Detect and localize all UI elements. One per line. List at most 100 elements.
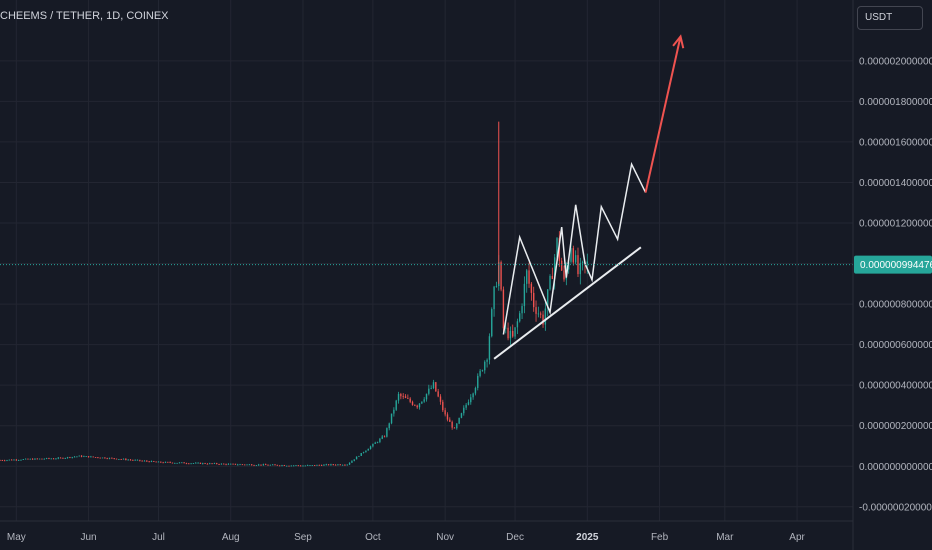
candle-body <box>174 462 176 464</box>
candle-body <box>379 438 381 443</box>
candle-body <box>502 289 505 329</box>
candle-body <box>560 260 563 271</box>
candle-body <box>148 461 150 463</box>
candle-body <box>332 464 334 466</box>
candle-body <box>225 463 227 465</box>
candle-body <box>106 458 108 460</box>
candle-body <box>38 458 41 460</box>
candle-body <box>241 464 244 466</box>
candle-body <box>202 463 204 464</box>
time-axis-label: May <box>7 532 26 543</box>
candle-body <box>17 460 20 461</box>
candle-body <box>59 457 62 459</box>
candle-body <box>197 462 199 464</box>
candle-body <box>171 462 174 464</box>
candle-body <box>80 455 83 457</box>
candle-body <box>302 465 304 467</box>
time-axis-label: Jun <box>81 532 97 543</box>
candle-body <box>367 448 369 451</box>
projection-path[interactable] <box>502 161 647 335</box>
candle-body <box>188 463 190 465</box>
candle-body <box>66 457 69 458</box>
candle-body <box>178 462 181 464</box>
candle-body <box>115 458 118 460</box>
candle-body <box>143 460 146 462</box>
candle-body <box>57 457 59 459</box>
candle-body <box>500 262 502 290</box>
price-axis-label: 0.000001400000 <box>859 178 932 189</box>
candle-body <box>262 464 265 466</box>
candle-body <box>141 460 143 462</box>
candle-body <box>311 465 313 466</box>
candle-body <box>52 458 55 460</box>
candle-body <box>344 464 346 466</box>
candle-body <box>579 262 582 275</box>
candle-body <box>390 413 393 424</box>
candle-body <box>393 409 395 414</box>
candle-body <box>533 292 535 308</box>
price-axis[interactable]: 0.000002000000 0.000001800000 0.0000016000… <box>859 56 932 513</box>
candle-body <box>271 464 274 466</box>
candle-body <box>383 436 386 438</box>
candle-body <box>69 457 71 458</box>
candle-body <box>36 458 38 460</box>
candle-body <box>460 413 463 418</box>
candle-body <box>234 463 237 465</box>
currency-selector-button[interactable]: USDT <box>857 6 923 30</box>
price-axis-label: 0.000002000000 <box>859 56 932 67</box>
candle-body <box>139 459 141 461</box>
candle-body <box>264 464 267 466</box>
candle-body <box>134 459 136 461</box>
candle-body <box>260 464 262 466</box>
candle-body <box>509 330 512 339</box>
candle-body <box>458 417 460 424</box>
support-trendline[interactable] <box>493 246 642 360</box>
time-axis-label: Feb <box>651 532 669 543</box>
candle-body <box>185 463 188 465</box>
candle-body <box>253 465 255 467</box>
projection-arrow-head <box>672 34 685 49</box>
candle-body <box>209 463 211 465</box>
candle-body <box>232 463 234 465</box>
candle-body <box>104 457 106 459</box>
candle-body <box>87 456 90 458</box>
candle-body <box>267 464 269 466</box>
candle-body <box>397 394 400 401</box>
projection-arrow[interactable] <box>644 36 682 193</box>
time-axis-label: Aug <box>222 532 240 543</box>
candle-body <box>120 459 122 460</box>
candle-body <box>451 421 453 428</box>
candle-body <box>425 393 428 400</box>
candle-body <box>132 459 134 461</box>
candle-body <box>449 419 451 422</box>
candle-body <box>169 462 171 463</box>
candle-body <box>309 465 311 466</box>
candle-body <box>516 321 519 328</box>
candles <box>0 121 589 467</box>
candle-body <box>227 463 230 465</box>
candle-body <box>537 313 540 315</box>
candle-body <box>481 370 484 372</box>
price-axis-label: 0.000000000000 <box>859 462 932 473</box>
time-axis-label: Jul <box>152 532 165 543</box>
candle-body <box>381 436 383 439</box>
candle-body <box>181 462 183 464</box>
candle-body <box>190 463 192 465</box>
price-axis-label: 0.000000800000 <box>859 300 932 311</box>
candle-body <box>346 464 348 466</box>
candle-body <box>409 398 411 402</box>
candle-body <box>111 457 113 459</box>
current-price-label-text: 0.000000994476 <box>860 260 932 271</box>
candle-body <box>55 458 57 460</box>
time-axis[interactable]: May Jun Jul Aug Sep Oct Nov Dec 2025 Feb Mar Apr <box>7 532 806 543</box>
candle-body <box>414 404 416 406</box>
candle-body <box>402 396 404 397</box>
candle-body <box>376 442 379 443</box>
time-axis-label: Sep <box>294 532 312 543</box>
candle-body <box>43 458 45 460</box>
candle-body <box>211 463 213 465</box>
candle-body <box>223 463 225 465</box>
price-axis-label: 0.000001600000 <box>859 137 932 148</box>
